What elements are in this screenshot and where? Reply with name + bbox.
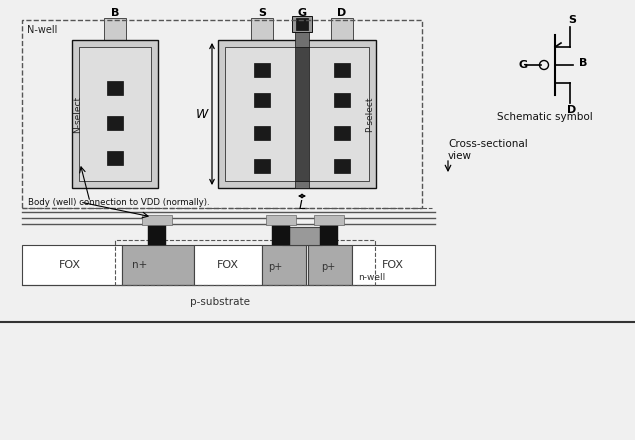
Text: n+: n+ [132, 260, 147, 270]
Bar [218, 40, 376, 188]
Bar [251, 18, 273, 130]
Bar [262, 245, 306, 285]
Text: L: L [298, 198, 305, 212]
Bar [295, 18, 309, 188]
Bar [115, 240, 375, 285]
Bar [254, 93, 270, 107]
Bar [320, 223, 338, 245]
Bar [22, 20, 422, 208]
Bar [107, 151, 123, 165]
Bar [72, 40, 158, 188]
Text: G: G [297, 8, 307, 18]
Bar [334, 93, 350, 107]
Bar [282, 227, 322, 245]
Text: W: W [196, 107, 208, 121]
Bar [104, 18, 126, 130]
Text: FOX: FOX [382, 260, 404, 270]
Bar [254, 159, 270, 173]
Text: Cross-sectional
view: Cross-sectional view [448, 139, 528, 161]
Text: p-substrate: p-substrate [190, 297, 250, 307]
Text: B: B [111, 8, 119, 18]
Text: S: S [258, 8, 266, 18]
Text: B: B [579, 58, 587, 68]
Text: G: G [518, 60, 528, 70]
Bar [352, 245, 435, 285]
Bar [314, 215, 344, 225]
Bar [295, 47, 309, 181]
Bar [334, 63, 350, 77]
Bar [266, 215, 296, 225]
Bar [142, 215, 172, 225]
Bar [334, 126, 350, 140]
Bar [296, 18, 308, 30]
Bar [107, 116, 123, 130]
Bar [272, 223, 290, 245]
Bar [292, 16, 312, 32]
Bar [148, 223, 166, 245]
Text: Schematic symbol: Schematic symbol [497, 112, 593, 122]
Bar [334, 159, 350, 173]
Bar [107, 81, 123, 95]
Bar [308, 245, 352, 285]
Text: D: D [337, 8, 347, 18]
Text: p+: p+ [268, 262, 282, 272]
Text: Body (well) connection to VDD (normally).: Body (well) connection to VDD (normally)… [28, 198, 210, 206]
Text: FOX: FOX [217, 260, 239, 270]
Text: D: D [568, 105, 577, 115]
Bar [194, 245, 262, 285]
Bar [22, 245, 122, 285]
Bar [254, 126, 270, 140]
Text: n-well: n-well [358, 272, 385, 282]
Text: N-well: N-well [27, 25, 57, 35]
Bar [79, 47, 151, 181]
Bar [225, 47, 369, 181]
Text: p+: p+ [321, 262, 335, 272]
Text: N-select: N-select [74, 95, 83, 132]
Text: P-select: P-select [366, 96, 375, 132]
Text: FOX: FOX [59, 260, 81, 270]
Bar [331, 18, 353, 130]
Bar [122, 245, 194, 285]
Text: S: S [568, 15, 576, 25]
Bar [254, 63, 270, 77]
